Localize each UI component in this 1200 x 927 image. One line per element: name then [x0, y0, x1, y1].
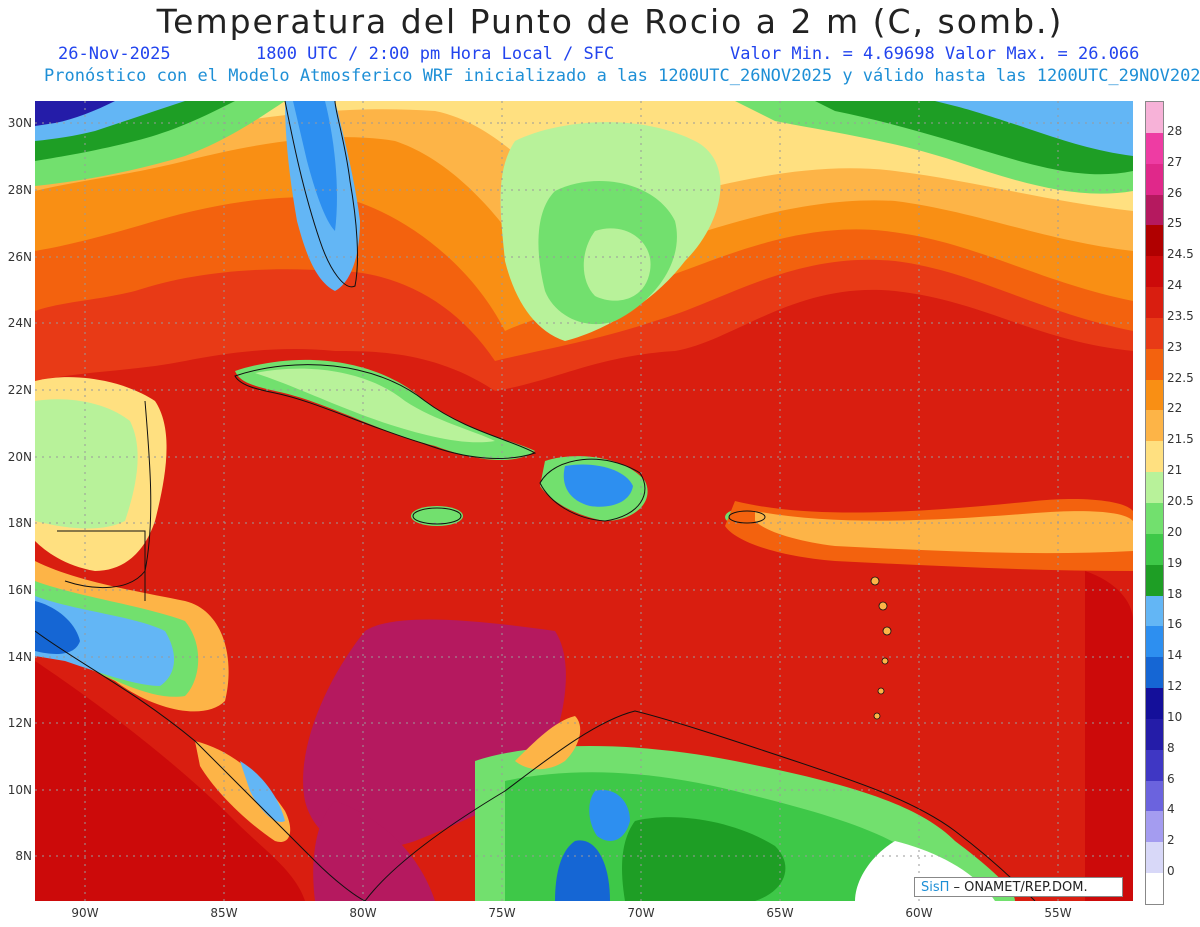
- color-scale-swatch: [1146, 749, 1163, 781]
- min-max-values: Valor Min. = 4.69698 Valor Max. = 26.066: [730, 44, 1140, 64]
- color-scale-swatch: [1146, 379, 1163, 411]
- color-scale-label: 6: [1167, 771, 1175, 786]
- color-scale-label: 24: [1167, 278, 1183, 293]
- color-scale-label: 19: [1167, 555, 1183, 570]
- lat-label: 10N: [7, 783, 32, 797]
- color-scale-label: 25: [1167, 216, 1183, 231]
- lon-label: 60W: [905, 906, 933, 920]
- credit-box: SisΠ – ONAMET/REP.DOM.: [914, 877, 1123, 897]
- lat-label: 14N: [7, 650, 32, 664]
- lat-label: 22N: [7, 383, 32, 397]
- color-scale-swatch: [1146, 102, 1163, 133]
- color-scale-swatch: [1146, 688, 1163, 719]
- color-scale-label: 10: [1167, 709, 1183, 724]
- color-scale-label: 8: [1167, 740, 1175, 755]
- color-scale-label: 24.5: [1167, 247, 1194, 262]
- color-scale-swatch: [1146, 873, 1163, 904]
- color-scale-label: 27: [1167, 154, 1183, 169]
- color-scale-swatch: [1146, 718, 1163, 750]
- color-scale-swatch: [1146, 225, 1163, 257]
- lon-label: 80W: [349, 906, 377, 920]
- lat-label: 20N: [7, 450, 32, 464]
- lat-label: 28N: [7, 183, 32, 197]
- color-scale-label: 16: [1167, 617, 1183, 632]
- color-scale-label: 22: [1167, 401, 1183, 416]
- lat-label: 26N: [7, 250, 32, 264]
- color-scale-swatch: [1146, 533, 1163, 565]
- color-scale-swatch: [1146, 317, 1163, 349]
- color-scale-label: 23: [1167, 339, 1183, 354]
- map-canvas: [35, 101, 1133, 901]
- color-scale-swatch: [1146, 780, 1163, 812]
- color-scale-label: 28: [1167, 123, 1183, 138]
- color-scale-label: 21.5: [1167, 432, 1194, 447]
- map-title: Temperatura del Punto de Rocio a 2 m (C,…: [156, 2, 1064, 41]
- color-scale-label: 12: [1167, 679, 1183, 694]
- color-scale-swatch: [1146, 502, 1163, 534]
- color-scale-swatch: [1146, 287, 1163, 318]
- color-scale-label: 0: [1167, 864, 1175, 879]
- lat-label: 24N: [7, 316, 32, 330]
- color-scale-label: 14: [1167, 648, 1183, 663]
- color-scale-label: 22.5: [1167, 370, 1194, 385]
- valid-time: 1800 UTC / 2:00 pm Hora Local / SFC: [256, 44, 615, 64]
- color-scale-swatch: [1146, 564, 1163, 596]
- credit-text: – ONAMET/REP.DOM.: [949, 880, 1088, 895]
- color-scale-swatch: [1146, 657, 1163, 689]
- lat-label: 8N: [15, 849, 32, 863]
- color-scale-label: 21: [1167, 463, 1183, 478]
- color-scale-label: 18: [1167, 586, 1183, 601]
- lon-label: 90W: [71, 906, 99, 920]
- valid-date: 26-Nov-2025: [58, 44, 171, 64]
- color-scale-bar: [1145, 101, 1164, 905]
- color-scale-swatch: [1146, 441, 1163, 473]
- lat-label: 16N: [7, 583, 32, 597]
- credit-brand: SisΠ: [921, 880, 950, 895]
- color-scale-label: 26: [1167, 185, 1183, 200]
- color-scale-label: 20.5: [1167, 494, 1194, 508]
- color-scale-swatch: [1146, 194, 1163, 226]
- lat-label: 30N: [7, 116, 32, 130]
- color-scale-swatch: [1146, 410, 1163, 442]
- color-scale-label: 4: [1167, 802, 1175, 817]
- color-scale-swatch: [1146, 132, 1163, 164]
- lon-label: 65W: [766, 906, 794, 920]
- color-scale-swatch: [1146, 842, 1163, 874]
- color-scale-swatch: [1146, 595, 1163, 627]
- color-scale-swatch: [1146, 626, 1163, 658]
- lon-label: 70W: [627, 906, 655, 920]
- color-scale-swatch: [1146, 348, 1163, 380]
- lon-label: 55W: [1044, 906, 1072, 920]
- lat-label: 18N: [7, 516, 32, 530]
- color-scale-label: 2: [1167, 833, 1175, 848]
- model-info: Pronóstico con el Modelo Atmosferico WRF…: [44, 66, 1200, 86]
- dewpoint-map: [35, 101, 1133, 901]
- lon-label: 85W: [210, 906, 238, 920]
- color-scale-swatch: [1146, 163, 1163, 195]
- lon-label: 75W: [488, 906, 516, 920]
- lat-label: 12N: [7, 716, 32, 730]
- color-scale-swatch: [1146, 811, 1163, 843]
- color-scale-label: 23.5: [1167, 308, 1194, 323]
- color-scale-swatch: [1146, 472, 1163, 503]
- color-scale-swatch: [1146, 256, 1163, 288]
- color-scale-label: 20: [1167, 524, 1183, 539]
